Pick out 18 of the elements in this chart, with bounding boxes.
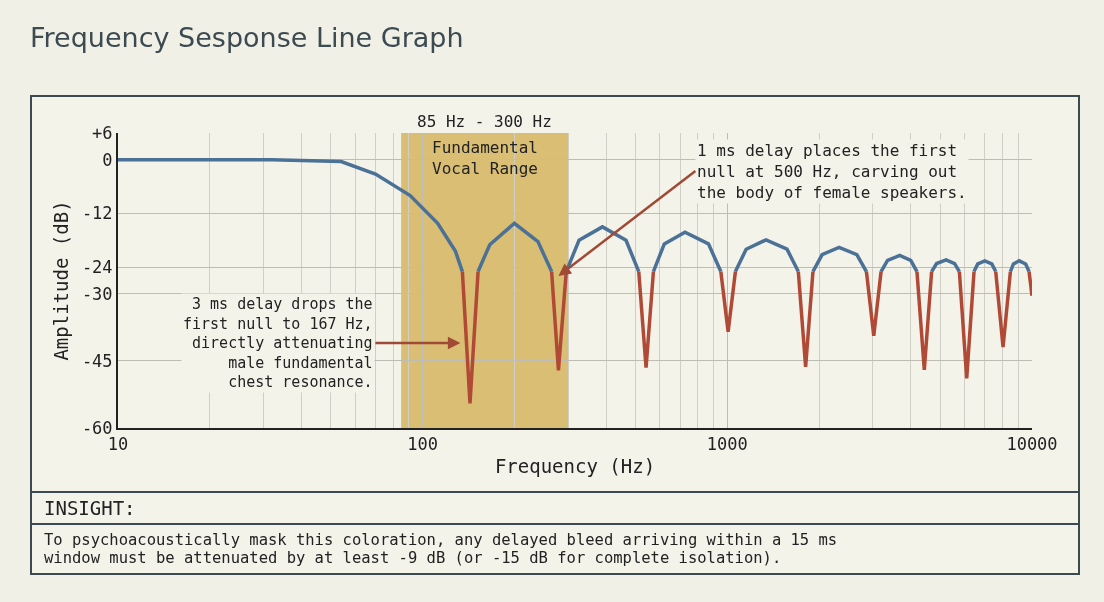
x-tick-label: 10000 [1006,434,1058,455]
y-axis-title: Amplitude (dB) [50,200,73,361]
annotation: 85 Hz - 300 Hz [417,112,552,131]
x-tick-label: 100 [407,434,439,455]
annotation: 1 ms delay places the first null at 500 Hz, carving out the body of female speakers. [697,141,967,202]
y-tick-label: -45 [81,350,113,371]
text: INSIGHT: [32,493,1078,525]
y-tick-label: 0 [102,149,113,170]
band-label: Fundamental Vocal Range [432,138,538,178]
x-tick-label: 1000 [706,434,748,455]
annotation: 3 ms delay drops the first null to 167 Hz, directly attenuating male fundamental chest resonance. [183,295,373,391]
text: To psychoacoustically mask this coloration, any delayed bleed arriving within a 15 ms window must be attenuated by at least -9 dB (or -15 dB for complete isolation). [43,530,839,569]
y-tick-label: +6 [92,122,113,143]
y-tick-label: -24 [81,257,113,278]
x-axis-title: Frequency (Hz) [494,454,656,477]
chart-title: Frequency Sesponse Line Graph [30,22,464,53]
y-tick-label: -30 [81,283,113,304]
y-tick-label: -12 [81,203,113,224]
